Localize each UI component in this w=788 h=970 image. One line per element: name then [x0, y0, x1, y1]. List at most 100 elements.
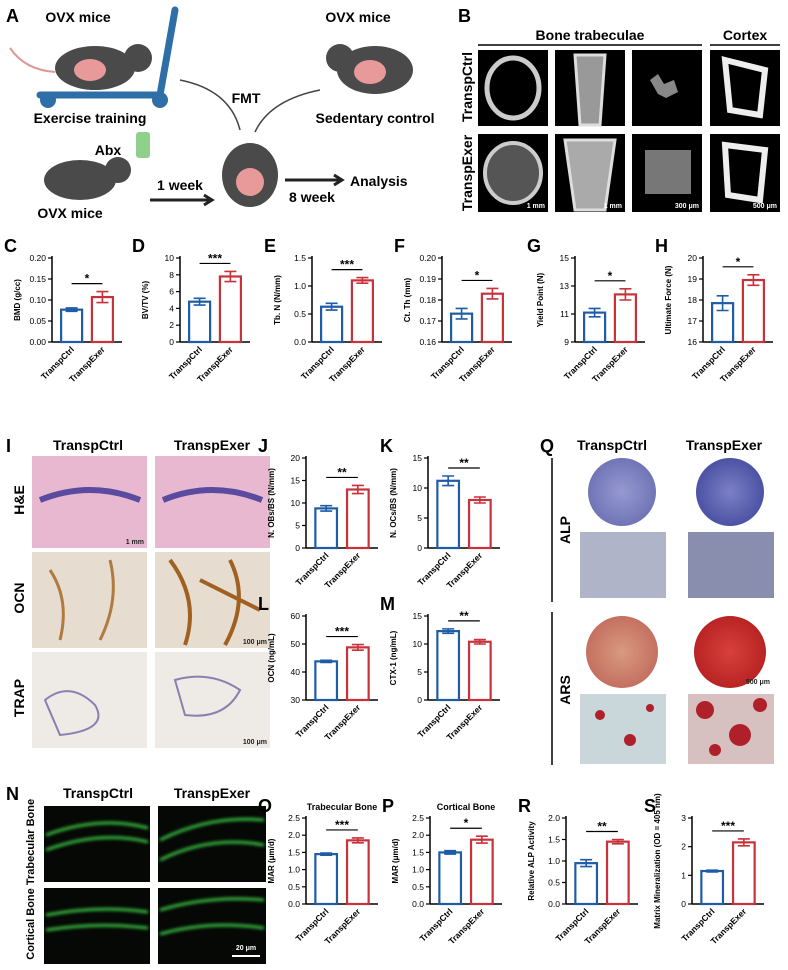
- error-bar: [473, 496, 486, 504]
- bone: [721, 141, 769, 204]
- y-tick-label: 0.16: [419, 337, 436, 347]
- y-tick-label: 11: [560, 309, 569, 319]
- image: [44, 806, 150, 882]
- y-tick-label: 0.5: [548, 878, 560, 888]
- image: [32, 456, 147, 548]
- y-tick-label: 20: [291, 453, 301, 463]
- y-tick-label: 1.5: [294, 253, 306, 263]
- well: [696, 458, 764, 526]
- bar: [59, 308, 84, 344]
- y-axis-label: Yield Point (N): [536, 272, 545, 327]
- scale-bar-label: 1 mm: [604, 203, 622, 210]
- mouse-head: [326, 44, 354, 72]
- micro-ct-images: 1 mm 1 mm 300 μm 500 μm: [478, 50, 780, 212]
- column-header: Cortex: [723, 27, 768, 43]
- label: FMT: [232, 90, 261, 106]
- significance: ***: [721, 819, 735, 833]
- panel-letter: M: [380, 594, 395, 614]
- error-bar: [351, 837, 364, 844]
- y-tick-label: 10: [413, 639, 423, 649]
- error-bar: [65, 307, 78, 313]
- scale-bar-label: 500 μm: [746, 679, 770, 686]
- significance: *: [736, 255, 741, 269]
- y-tick-label: 5: [417, 667, 422, 677]
- mouse-gut: [74, 59, 106, 81]
- y-axis-label: BMD (g/cc): [13, 279, 22, 321]
- y-tick-label: 2: [169, 320, 174, 330]
- error-bar: [351, 643, 364, 651]
- arrow: [254, 89, 321, 133]
- row-label: Cortical Bone: [25, 888, 37, 960]
- y-tick-label: 0.15: [29, 274, 46, 284]
- bar: [480, 292, 504, 344]
- y-tick-label: 15: [291, 476, 301, 486]
- label: OVX mice: [325, 9, 391, 25]
- column-header: Bone trabeculae: [536, 27, 645, 43]
- error-bar: [475, 835, 488, 844]
- growth-plate: [161, 487, 264, 503]
- panel-n: N TranspCtrl TranspExer Trabecular Bone …: [6, 784, 266, 964]
- y-tick-label: 2: [681, 842, 686, 852]
- row-label: TranspExer: [459, 134, 475, 211]
- y-tick-label: 0.0: [548, 899, 560, 909]
- fluorescence: [45, 817, 265, 936]
- panel-letter: R: [518, 796, 531, 816]
- y-tick-label: 0: [681, 899, 686, 909]
- panel-letter: A: [6, 6, 19, 26]
- y-tick-label: 0.17: [419, 316, 436, 326]
- bar: [436, 630, 461, 702]
- y-axis-label: N. OCs/BS (N/mm): [389, 468, 398, 538]
- y-tick-label: 0.5: [412, 882, 424, 892]
- bar: [467, 498, 492, 550]
- scale-bar-label: 1 mm: [527, 203, 545, 210]
- y-tick-label: 5: [295, 521, 300, 531]
- label: 8 week: [289, 189, 335, 205]
- bar: [436, 479, 461, 550]
- error-bar: [224, 270, 237, 283]
- row-label: H&E: [11, 485, 27, 515]
- column-header: TranspCtrl: [577, 437, 647, 453]
- error-bar: [356, 276, 369, 284]
- panel-letter: J: [258, 436, 268, 456]
- bar: [345, 839, 370, 906]
- row-label: ALP: [557, 516, 573, 544]
- error-bar: [455, 307, 468, 320]
- y-tick-label: 10: [165, 253, 175, 263]
- significance: *: [85, 272, 90, 286]
- scale-bar-label: 100 μm: [243, 739, 267, 746]
- row-label: TranspCtrl: [459, 52, 475, 122]
- y-tick-label: 2.5: [288, 813, 300, 823]
- panel-letter: N: [6, 784, 19, 804]
- panel-letter: K: [380, 436, 393, 456]
- significance: **: [459, 609, 469, 623]
- y-tick-label: 1.5: [288, 847, 300, 857]
- y-tick-label: 1.0: [412, 865, 424, 875]
- y-tick-label: 0.05: [29, 316, 46, 326]
- bar: [320, 305, 344, 344]
- bar: [218, 275, 242, 344]
- y-tick-label: 0: [417, 695, 422, 705]
- error-bar: [442, 628, 455, 635]
- significance: ***: [335, 818, 349, 832]
- column-header: TranspExer: [686, 437, 763, 453]
- label: OVX mice: [37, 205, 103, 221]
- error-bar: [442, 475, 455, 487]
- nodules: [595, 698, 767, 756]
- row-label: OCN: [11, 582, 27, 613]
- y-tick-label: 13: [560, 281, 570, 291]
- y-tick-label: 16: [688, 337, 698, 347]
- y-tick-label: 0.0: [294, 337, 306, 347]
- error-bar: [351, 484, 364, 495]
- y-tick-label: 0.10: [29, 295, 46, 305]
- y-tick-label: 17: [688, 316, 698, 326]
- scale-bar-label: 500 μm: [753, 203, 777, 210]
- y-tick-label: 0.0: [412, 899, 424, 909]
- y-tick-label: 0: [295, 543, 300, 553]
- bar: [467, 640, 492, 702]
- row-label: TRAP: [11, 679, 27, 717]
- y-tick-label: 0: [417, 543, 422, 553]
- column-header: TranspExer: [174, 437, 251, 453]
- treadmill-roller: [152, 92, 168, 108]
- treadmill-roller: [40, 92, 56, 108]
